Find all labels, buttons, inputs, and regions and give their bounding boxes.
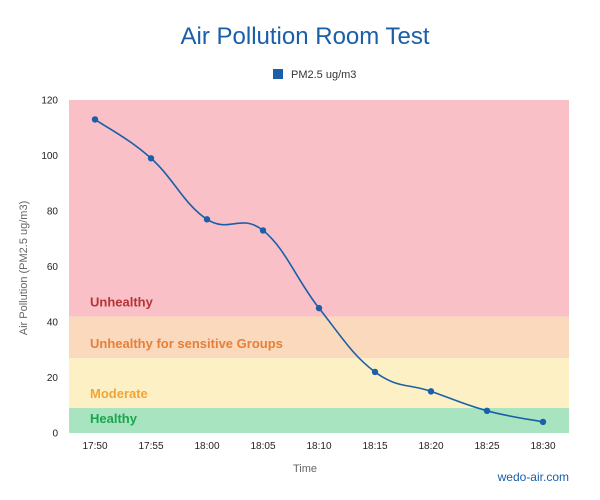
y-tick-label: 120 — [41, 96, 58, 107]
data-point — [539, 418, 547, 426]
x-tick-label: 18:10 — [306, 441, 331, 452]
x-tick-label: 18:05 — [250, 441, 275, 452]
x-axis-ticks: 17:50 17:55 18:00 18:05 18:10 18:15 18:20 18:25… — [82, 441, 555, 452]
x-tick-label: 18:25 — [474, 441, 499, 452]
legend-swatch — [273, 69, 283, 79]
data-point — [371, 368, 379, 376]
y-tick-label: 100 — [41, 151, 58, 162]
x-tick-label: 18:15 — [362, 441, 387, 452]
y-tick-label: 20 — [47, 373, 59, 384]
x-tick-label: 17:55 — [138, 441, 163, 452]
series — [91, 116, 547, 426]
zone-label-moderate: Moderate — [90, 386, 148, 401]
series-line — [94, 118, 544, 423]
y-tick-label: 60 — [47, 262, 59, 273]
data-point — [203, 216, 211, 223]
data-point — [427, 388, 435, 395]
zones: Healthy Moderate Unhealthy for sensitive G… — [69, 100, 569, 433]
x-axis-label: Time — [293, 463, 317, 475]
y-tick-label: 0 — [52, 429, 58, 440]
y-tick-label: 40 — [47, 318, 59, 329]
data-point — [259, 227, 267, 234]
zone-label-unhealthy: Unhealthy — [90, 294, 154, 309]
x-tick-label: 17:50 — [82, 441, 107, 452]
x-tick-label: 18:30 — [530, 441, 555, 452]
data-point — [147, 155, 155, 162]
y-axis-label: Air Pollution (PM2.5 ug/m3) — [18, 201, 30, 336]
zone-label-healthy: Healthy — [90, 411, 138, 426]
zone-band-unhealthy — [69, 100, 569, 317]
x-tick-label: 18:20 — [418, 441, 443, 452]
y-axis-ticks: 0 20 40 60 80 100 120 — [41, 96, 58, 440]
chart-title: Air Pollution Room Test — [181, 23, 430, 50]
credit-text: wedo-air.com — [497, 470, 569, 484]
y-tick-label: 80 — [47, 207, 59, 218]
legend: PM2.5 ug/m3 — [273, 69, 356, 81]
zone-label-unhealthy-for-sensitive-groups: Unhealthy for sensitive Groups — [90, 336, 283, 351]
data-point — [315, 304, 323, 312]
zone-band-unhealthy-for-sensitive-groups — [69, 316, 569, 359]
zone-band-moderate — [69, 358, 569, 409]
data-point — [91, 116, 99, 123]
data-point — [483, 407, 491, 414]
x-tick-label: 18:00 — [194, 441, 219, 452]
legend-label: PM2.5 ug/m3 — [291, 69, 356, 81]
